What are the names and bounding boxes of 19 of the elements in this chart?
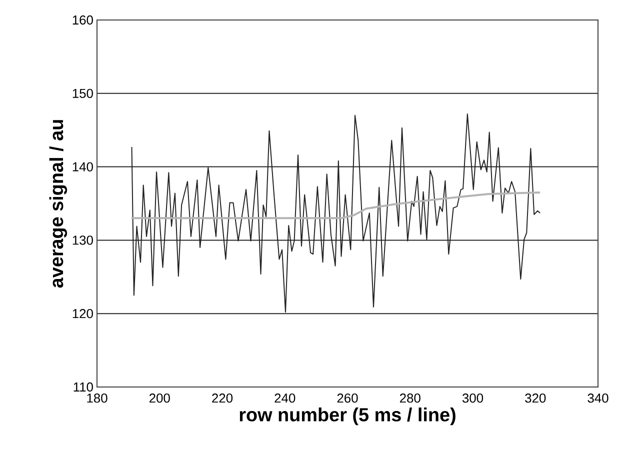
y-axis-title: average signal / au	[49, 120, 68, 288]
x-tick-label: 200	[149, 394, 170, 403]
y-tick-label: 110	[74, 382, 93, 392]
x-tick-label: 300	[462, 394, 484, 403]
y-tick-label: 160	[72, 15, 93, 25]
x-tick-label: 340	[588, 394, 608, 403]
x-axis-title: row number (5 ms / line)	[240, 408, 456, 426]
y-tick-label: 120	[72, 309, 93, 318]
x-tick-label: 240	[274, 394, 296, 403]
y-tick-label: 140	[72, 162, 93, 172]
line-series	[130, 191, 542, 220]
x-tick-label: 280	[400, 394, 420, 403]
line-series	[131, 113, 541, 313]
x-tick-label: 320	[525, 394, 546, 403]
x-tick-label: 260	[337, 394, 358, 403]
y-tick-label: 150	[72, 88, 93, 98]
y-tick-label: 130	[72, 236, 93, 245]
x-tick-label: 180	[87, 394, 108, 403]
x-tick-label: 220	[212, 394, 233, 403]
